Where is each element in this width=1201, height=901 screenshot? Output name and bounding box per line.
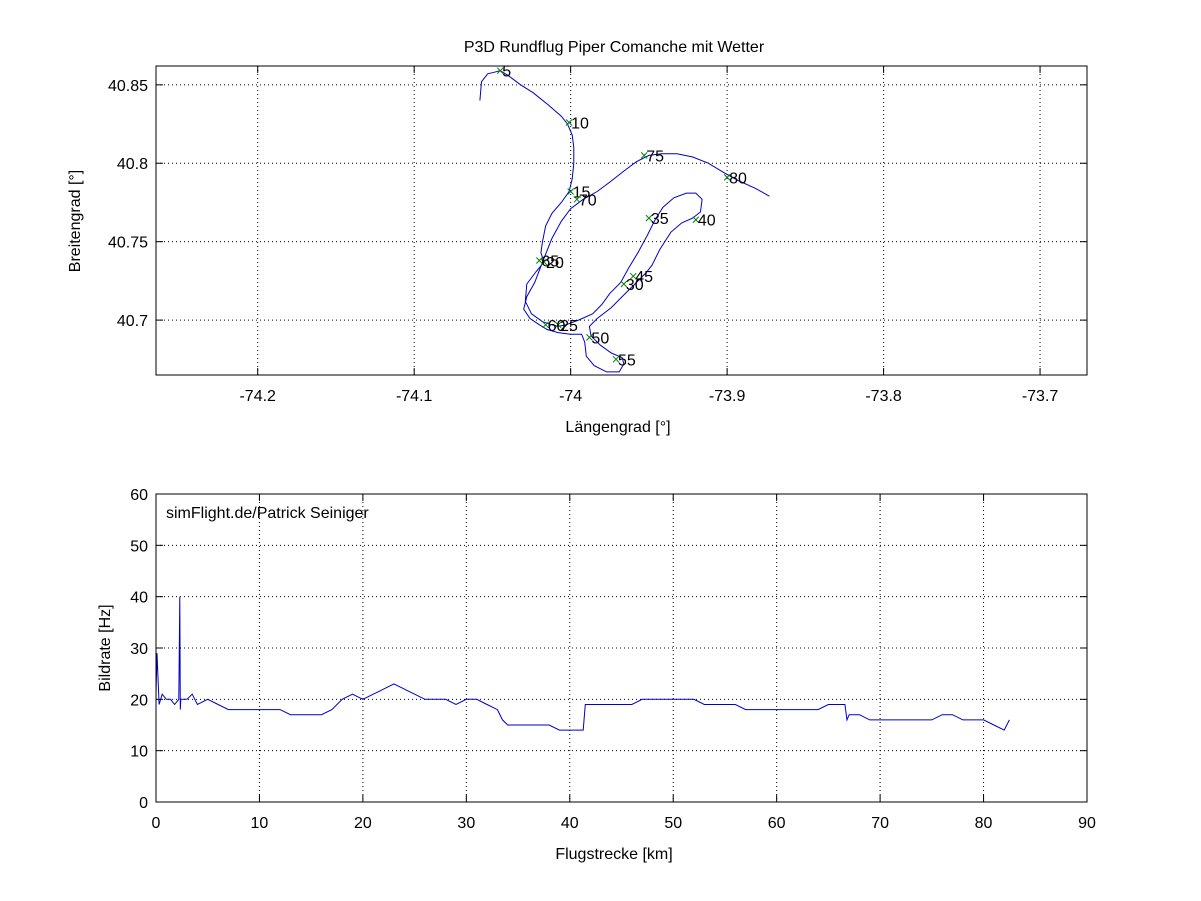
track-marker-cross: [542, 321, 549, 329]
track-marker-label: 80: [729, 170, 747, 187]
track-chart-xtick-label: -74: [559, 388, 582, 405]
framerate-chart-ytick-label: 20: [130, 692, 148, 709]
track-marker-cross: [573, 195, 581, 203]
track-chart-xtick-label: -74.1: [396, 388, 433, 405]
track-chart-ytick-label: 40.8: [117, 156, 148, 173]
track-marker: 60: [542, 318, 566, 335]
track-chart-ylabel: Breitengrad [°]: [67, 170, 84, 272]
framerate-chart-xtick-label: 30: [457, 815, 475, 832]
track-chart-title: P3D Rundflug Piper Comanche mit Wetter: [464, 39, 765, 56]
track-marker: 65: [535, 253, 559, 270]
track-chart-ytick-label: 40.7: [117, 313, 148, 330]
track-marker-label: 75: [646, 148, 664, 165]
track-marker: 30: [620, 277, 644, 294]
track-marker-label: 45: [635, 269, 653, 286]
track-marker: 5: [496, 64, 511, 81]
framerate-line: [155, 596, 1010, 731]
framerate-chart-xtick-label: 70: [871, 815, 889, 832]
track-marker-cross: [567, 188, 575, 195]
framerate-chart-ytick-label: 0: [139, 795, 148, 812]
track-marker: 20: [540, 255, 564, 272]
framerate-chart-xtick-label: 20: [354, 815, 372, 832]
track-chart-line: [479, 70, 770, 373]
framerate-chart-xtick-label: 80: [975, 815, 993, 832]
track-marker-label: 50: [591, 330, 609, 347]
track-chart-xtick-label: -74.2: [239, 388, 276, 405]
track-marker-cross: [620, 280, 628, 288]
track-marker: 70: [573, 192, 597, 209]
framerate-chart-ytick-label: 30: [130, 641, 148, 658]
track-marker: 15: [567, 184, 591, 201]
track-marker-cross: [723, 174, 731, 181]
track-marker-label: 25: [560, 318, 578, 335]
track-marker: 10: [565, 115, 589, 132]
framerate-chart-ticks: 0 10 20 30 40 50 60 70 80 90 0 10 20 30 40 50 60: [130, 487, 1096, 832]
track-chart-xtick-label: -73.8: [865, 388, 902, 405]
track-marker: 25: [554, 318, 578, 335]
framerate-chart-xtick-label: 60: [768, 815, 786, 832]
track-chart-markers: 5 10 15 20 25 30 35 40 45 50 55 60 65 70 75 80: [496, 64, 747, 369]
track-marker-cross: [629, 272, 637, 280]
track-marker-label: 20: [546, 255, 564, 272]
track-marker-cross: [554, 321, 562, 329]
track-chart-xtick-label: -73.9: [709, 388, 746, 405]
track-marker: 35: [645, 211, 669, 228]
flight-track-line: [479, 70, 770, 373]
track-marker-label: 10: [571, 115, 589, 132]
track-marker-cross: [640, 152, 648, 159]
track-marker-label: 5: [502, 64, 511, 81]
track-marker-label: 40: [698, 213, 716, 230]
framerate-chart-annotation: simFlight.de/Patrick Seiniger: [166, 505, 369, 522]
track-marker: 45: [629, 269, 653, 286]
track-marker-cross: [496, 67, 504, 75]
track-marker: 75: [640, 148, 664, 165]
framerate-chart-xtick-label: 10: [251, 815, 269, 832]
track-marker-cross: [540, 258, 548, 266]
framerate-chart-xtick-label: 0: [152, 815, 161, 832]
track-chart-ticks: -74.2 -74.1 -74 -73.9 -73.8 -73.7 40.7 40.75 40.…: [108, 66, 1087, 405]
track-marker-cross: [565, 119, 573, 126]
framerate-chart-xlabel: Flugstrecke [km]: [555, 846, 672, 863]
track-chart-frame: [155, 65, 1088, 376]
track-chart-xlabel: Längengrad [°]: [565, 419, 670, 436]
framerate-chart: 0 10 20 30 40 50 60 70 80 90 0 10 20 30 40 50 60 simFlig…: [97, 487, 1096, 863]
track-chart-xtick-label: -73.7: [1022, 388, 1059, 405]
track-chart: P3D Rundflug Piper Comanche mit Wetter 5…: [67, 39, 1088, 436]
framerate-chart-xtick-label: 40: [561, 815, 579, 832]
framerate-chart-xtick-label: 50: [664, 815, 682, 832]
track-marker: 80: [723, 170, 747, 187]
framerate-chart-ytick-label: 50: [130, 538, 148, 555]
track-marker-label: 35: [651, 211, 669, 228]
track-marker-label: 65: [541, 253, 559, 270]
track-marker: 40: [692, 213, 716, 230]
framerate-chart-ylabel: Bildrate [Hz]: [97, 604, 114, 691]
track-marker-label: 55: [618, 352, 636, 369]
framerate-chart-xtick-label: 90: [1078, 815, 1096, 832]
track-marker-label: 70: [579, 192, 597, 209]
track-chart-ytick-label: 40.85: [108, 78, 148, 95]
framerate-chart-ytick-label: 10: [130, 744, 148, 761]
track-chart-ytick-label: 40.75: [108, 235, 148, 252]
framerate-chart-ytick-label: 60: [130, 487, 148, 504]
track-marker-cross: [612, 355, 620, 363]
track-marker: 50: [586, 330, 609, 347]
framerate-chart-ytick-label: 40: [130, 590, 148, 607]
track-marker-cross: [535, 257, 543, 264]
track-marker-label: 60: [548, 318, 566, 335]
track-marker-cross: [692, 216, 700, 224]
track-marker-label: 15: [573, 184, 591, 201]
track-marker: 55: [612, 352, 636, 369]
track-marker-cross: [586, 334, 593, 341]
track-marker-label: 30: [626, 277, 644, 294]
track-marker-cross: [645, 214, 653, 222]
framerate-chart-line: [155, 596, 1010, 731]
